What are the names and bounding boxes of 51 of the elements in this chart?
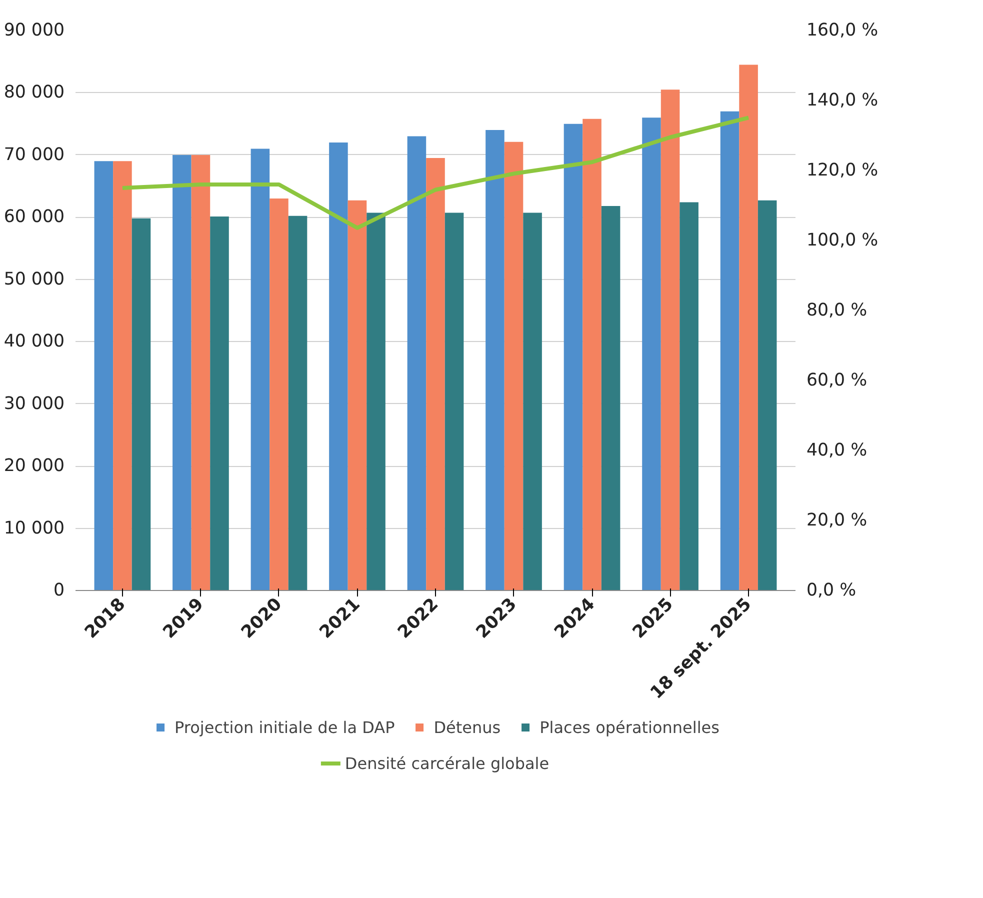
y-tick-label: 30 000: [4, 394, 65, 414]
y-tick-label: 20 000: [4, 456, 65, 476]
bar: [191, 154, 210, 590]
y-tick-label: 80 000: [4, 82, 65, 103]
bar: [564, 124, 583, 590]
bar: [288, 216, 308, 590]
y-tick-label: 10 000: [4, 518, 65, 538]
legend-label: Densité carcérale globale: [344, 754, 550, 772]
bar: [250, 148, 270, 590]
bar: [94, 161, 114, 590]
y-tick-label: 0: [53, 580, 65, 600]
y2-tick-label: 160,0 %: [806, 20, 878, 40]
bar: [210, 216, 229, 590]
bar: [348, 200, 367, 590]
bar: [601, 206, 620, 590]
bar: [720, 111, 740, 590]
legend-label: Détenus: [434, 718, 501, 736]
bar: [758, 200, 777, 590]
legend-label: Places opérationnelles: [540, 718, 720, 736]
bar: [582, 118, 602, 590]
bar: [172, 154, 192, 590]
y2-tick-label: 40,0 %: [806, 440, 868, 460]
bar: [680, 202, 698, 590]
bar: [444, 212, 464, 590]
bar: [523, 212, 542, 590]
bar: [426, 158, 445, 590]
y-tick-label: 40 000: [4, 332, 65, 352]
y2-tick-label: 0,0 %: [806, 580, 856, 600]
y2-tick-label: 120,0 %: [806, 160, 878, 180]
bar: [739, 64, 758, 590]
y-tick-label: 60 000: [4, 207, 65, 228]
bar: [366, 212, 386, 590]
bar: [329, 142, 348, 590]
bar: [132, 218, 151, 590]
legend-label: Projection initiale de la DAP: [174, 718, 395, 736]
bar: [486, 130, 504, 590]
bar: [113, 161, 132, 590]
y-tick-label: 50 000: [4, 269, 65, 290]
bar: [407, 136, 426, 590]
y2-tick-label: 20,0 %: [806, 510, 868, 530]
y2-tick-label: 60,0 %: [806, 370, 868, 390]
y2-tick-label: 100,0 %: [806, 230, 878, 250]
line-series: [120, 116, 751, 230]
y-tick-label: 70 000: [4, 144, 65, 165]
bar: [642, 118, 661, 590]
bar: [504, 142, 524, 590]
bar: [270, 198, 288, 590]
y-tick-label: 90 000: [4, 20, 65, 40]
bar: [660, 90, 680, 590]
y2-tick-label: 80,0 %: [806, 300, 868, 320]
y2-tick-label: 140,0 %: [806, 90, 878, 110]
